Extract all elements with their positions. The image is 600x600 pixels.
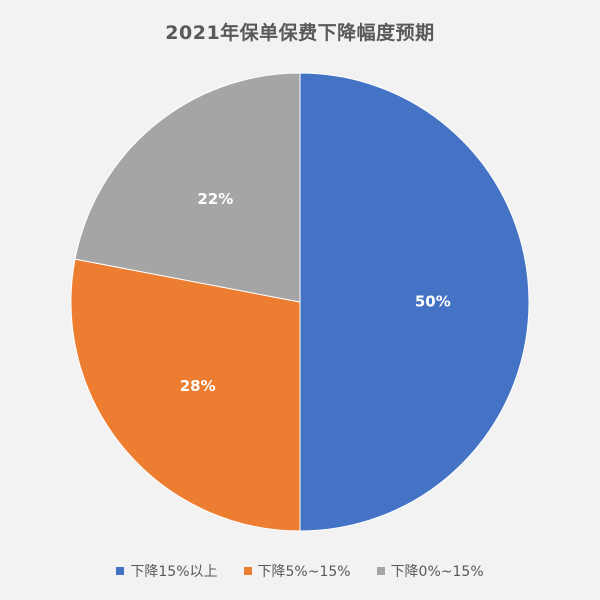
legend-label-0: 下降15%以上 bbox=[130, 564, 218, 580]
legend-swatch-2 bbox=[376, 567, 385, 575]
chart-legend: 下降15%以上 下降5%~15% 下降0%~15% bbox=[0, 561, 600, 581]
legend-label-2: 下降0%~15% bbox=[390, 564, 484, 580]
legend-swatch-0 bbox=[116, 567, 125, 575]
legend-item-0: 下降15%以上 bbox=[116, 561, 218, 581]
slice-label-1: 28% bbox=[180, 377, 216, 395]
pie-slice-0 bbox=[299, 72, 530, 532]
slice-label-0: 50% bbox=[415, 293, 451, 311]
pie-slice-1 bbox=[70, 258, 301, 532]
chart-title: 2021年保单保费下降幅度预期 bbox=[165, 22, 435, 44]
slice-label-2: 22% bbox=[197, 190, 233, 208]
pie-slice-2 bbox=[74, 72, 301, 303]
legend-item-2: 下降0%~15% bbox=[376, 561, 484, 581]
legend-swatch-1 bbox=[243, 567, 252, 575]
legend-label-1: 下降5%~15% bbox=[257, 564, 351, 580]
legend-item-1: 下降5%~15% bbox=[243, 561, 351, 581]
